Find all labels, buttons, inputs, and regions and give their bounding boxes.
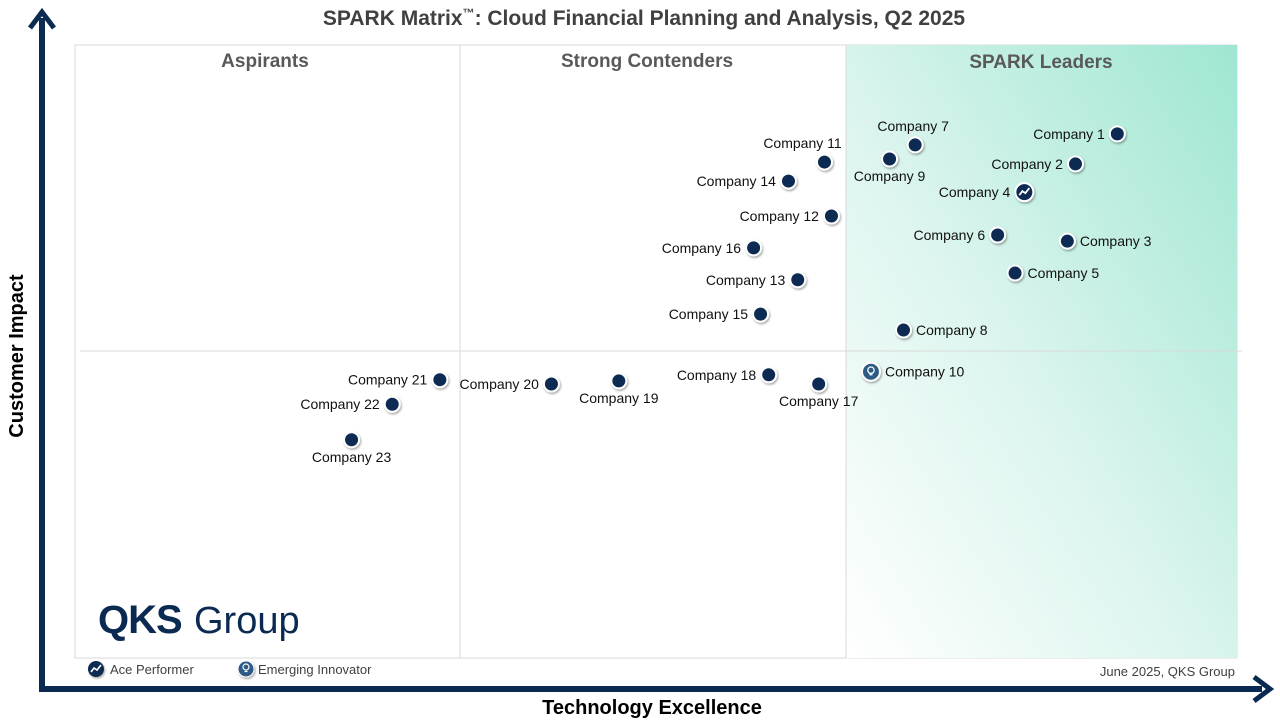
- data-point: Company 17: [779, 375, 859, 409]
- point-marker: [1108, 125, 1126, 143]
- point-label: Company 8: [916, 322, 988, 338]
- data-point: Company 9: [854, 150, 926, 184]
- y-axis: [28, 7, 56, 692]
- quadrant-label-spark-leaders: SPARK Leaders: [969, 52, 1112, 73]
- point-label: Company 2: [991, 156, 1063, 172]
- data-point: Company 3: [1058, 232, 1152, 250]
- point-label: Company 13: [706, 272, 786, 288]
- legend: Ace Performer Emerging Innovator: [88, 660, 372, 678]
- qks-group-logo: QKS Group: [98, 598, 300, 642]
- point-marker: [779, 172, 797, 190]
- chart-title: SPARK Matrix™: Cloud Financial Planning …: [323, 6, 965, 30]
- data-point: Company 22: [300, 395, 401, 413]
- point-marker: [431, 371, 449, 389]
- point-label: Company 11: [763, 135, 842, 151]
- data-point: Company 1: [1033, 125, 1126, 143]
- y-axis-label: Customer Impact: [6, 274, 28, 438]
- point-label: Company 4: [939, 184, 1011, 200]
- data-point: Company 5: [1006, 264, 1100, 282]
- point-label: Company 18: [677, 367, 757, 383]
- point-label: Company 7: [877, 118, 949, 134]
- point-label: Company 19: [579, 390, 659, 406]
- point-marker: [542, 375, 560, 393]
- point-marker: [989, 226, 1007, 244]
- data-point: Company 2: [991, 155, 1084, 173]
- data-point: Company 14: [697, 172, 797, 190]
- point-label: Company 10: [885, 364, 965, 380]
- data-point: Company 12: [740, 207, 840, 225]
- svg-text:QKS: QKS: [98, 598, 182, 642]
- trend-up-icon-glyph: [90, 664, 102, 673]
- point-label: Company 16: [662, 240, 742, 256]
- quadrant-label-aspirants: Aspirants: [221, 51, 309, 72]
- point-label: Company 1: [1033, 126, 1105, 142]
- point-marker: [789, 271, 807, 289]
- data-point: Company 20: [460, 375, 560, 393]
- point-marker: [1066, 155, 1084, 173]
- data-point: Company 8: [895, 321, 988, 339]
- data-point: Company 6: [914, 226, 1007, 244]
- data-point: Company 7: [877, 118, 949, 154]
- data-point: Company 11: [763, 135, 842, 171]
- x-axis: [39, 675, 1275, 703]
- point-marker: [383, 395, 401, 413]
- point-label: Company 21: [348, 372, 428, 388]
- point-marker: [1058, 232, 1076, 250]
- point-marker: [343, 431, 361, 449]
- data-point: Company 16: [662, 239, 763, 257]
- point-label: Company 9: [854, 168, 926, 184]
- point-marker: [752, 305, 770, 323]
- footer-note: June 2025, QKS Group: [1100, 664, 1235, 679]
- lightbulb-icon: [237, 660, 255, 678]
- point-label: Company 5: [1028, 265, 1100, 281]
- data-point: Company 18: [677, 366, 778, 384]
- legend-item-emerging-innovator: Emerging Innovator: [237, 660, 372, 678]
- point-label: Company 6: [914, 227, 986, 243]
- svg-text:Group: Group: [194, 600, 300, 642]
- data-point: Company 21: [348, 371, 449, 389]
- point-marker: [822, 207, 840, 225]
- legend-label: Ace Performer: [110, 662, 194, 677]
- data-point: Company 10: [860, 361, 965, 382]
- point-marker: [906, 136, 924, 154]
- point-marker: [815, 153, 833, 171]
- data-point: Company 15: [669, 305, 770, 323]
- point-marker: [810, 375, 828, 393]
- point-label: Company 15: [669, 306, 749, 322]
- data-point: Company 23: [312, 431, 392, 465]
- point-label: Company 17: [779, 393, 859, 409]
- data-points: Company 1 Company 2 Company 3 Company 4 Comp…: [300, 118, 1151, 465]
- trend-up-icon: [1018, 187, 1031, 196]
- point-marker: [860, 361, 881, 382]
- data-point: Company 4: [939, 182, 1035, 203]
- point-label: Company 23: [312, 449, 392, 465]
- point-label: Company 12: [740, 208, 820, 224]
- quadrant-label-strong-contenders: Strong Contenders: [561, 51, 733, 72]
- point-marker: [881, 150, 899, 168]
- point-marker: [745, 239, 763, 257]
- x-axis-label: Technology Excellence: [542, 697, 762, 719]
- point-marker: [1006, 264, 1024, 282]
- point-label: Company 3: [1080, 233, 1152, 249]
- point-label: Company 14: [697, 173, 777, 189]
- data-point: Company 13: [706, 271, 807, 289]
- point-label: Company 20: [460, 376, 540, 392]
- point-marker: [610, 372, 628, 390]
- point-label: Company 22: [300, 396, 380, 412]
- point-marker: [760, 366, 778, 384]
- data-point: Company 19: [579, 372, 659, 406]
- lightbulb-icon: [867, 366, 875, 375]
- legend-label: Emerging Innovator: [258, 662, 372, 677]
- point-marker: [895, 321, 913, 339]
- legend-item-ace-performer: Ace Performer: [88, 661, 194, 677]
